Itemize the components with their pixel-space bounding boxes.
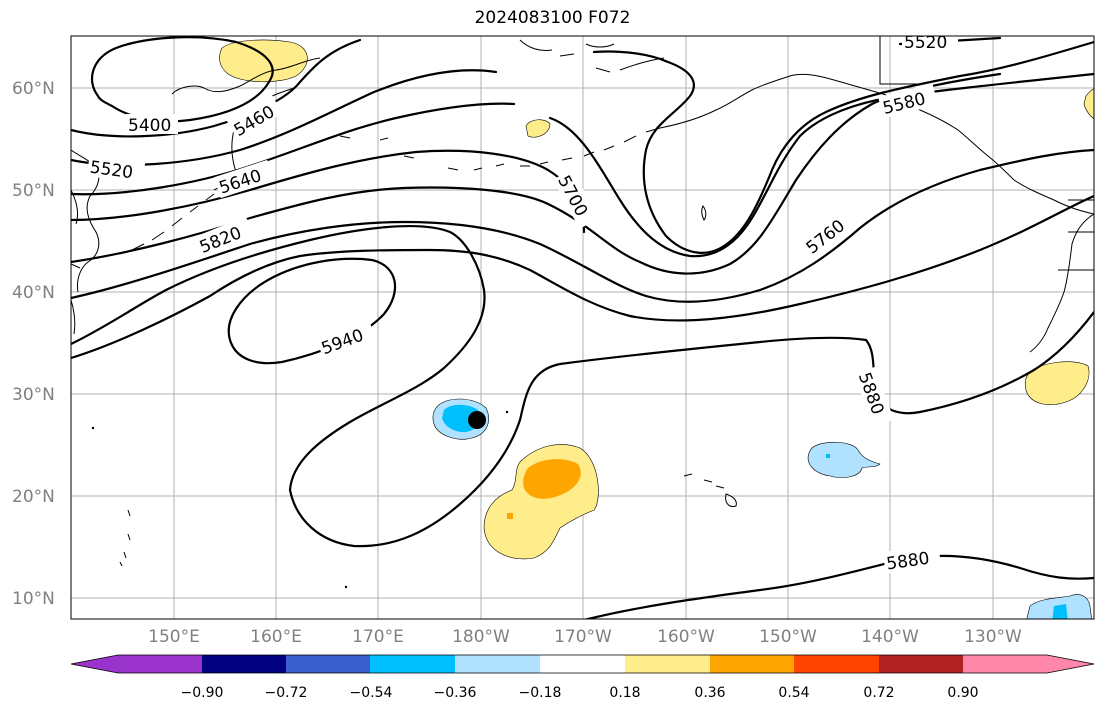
colorbar-segment-3 xyxy=(286,655,371,673)
lon-label-150e: 150°E xyxy=(148,627,200,647)
aleutian-islands xyxy=(339,127,661,171)
contour-5880-south xyxy=(583,554,1094,619)
contour-5520-west xyxy=(71,69,498,167)
lon-label-130w: 130°W xyxy=(964,627,1022,647)
lat-label-60n: 60°N xyxy=(12,79,55,99)
colorbar-tick--0.72: −0.72 xyxy=(265,685,308,701)
contour-5640 xyxy=(71,149,586,234)
colorbar-segment-4 xyxy=(370,655,456,673)
positive-anomaly-nw xyxy=(219,39,308,83)
lon-label-150w: 150°W xyxy=(759,627,817,647)
positive-anomaly-small xyxy=(525,119,551,138)
lat-label-20n: 20°N xyxy=(12,487,55,507)
colorbar-segment-10 xyxy=(879,655,964,673)
contour-5580-west xyxy=(71,102,516,196)
lat-label-40n: 40°N xyxy=(12,283,55,303)
contour-5700 xyxy=(71,72,1002,275)
lon-label-140w: 140°W xyxy=(861,627,919,647)
colorbar-tick--0.36: −0.36 xyxy=(434,685,477,701)
colorbar-tick-0.36: 0.36 xyxy=(694,685,725,701)
colorbar-tick-0.72: 0.72 xyxy=(863,685,894,701)
negative-anomaly-spot xyxy=(826,454,830,458)
colorbar-segment-9 xyxy=(794,655,880,673)
kuril-islands xyxy=(131,193,215,251)
map-title: 2024083100 F072 xyxy=(474,8,631,28)
colorbar-segment-11 xyxy=(963,655,1048,673)
canada-border xyxy=(879,36,1094,271)
contour-label-5580: 5580 xyxy=(881,89,928,119)
positive-anomaly-coast xyxy=(1083,88,1094,120)
positive-anomaly-east xyxy=(1024,361,1090,405)
colorbar-outline xyxy=(70,654,1095,674)
colorbar-segment-5 xyxy=(455,655,541,673)
lat-label-50n: 50°N xyxy=(12,181,55,201)
colorbar-segment-2 xyxy=(202,655,287,673)
lon-label-180w: 180°W xyxy=(452,627,510,647)
hawaii-islands xyxy=(683,473,737,507)
contour-5400 xyxy=(90,36,274,123)
colorbar-left-extend xyxy=(71,655,118,673)
colorbar-segment-8 xyxy=(710,655,796,673)
colorbar-tick--0.18: −0.18 xyxy=(519,685,562,701)
lat-label-30n: 30°N xyxy=(12,385,55,405)
lon-label-160e: 160°E xyxy=(250,627,302,647)
anomaly-shading xyxy=(219,39,1094,619)
colorbar-segment-1 xyxy=(118,655,203,673)
small-atoll-3 xyxy=(505,410,509,414)
marianas xyxy=(119,509,131,567)
small-atoll-2 xyxy=(344,585,348,589)
north-america-coast xyxy=(1029,213,1094,353)
bering-coast xyxy=(519,39,615,57)
strong-negative-anomaly-se xyxy=(1052,604,1068,619)
colorbar: −0.90 −0.72 −0.54 −0.36 −0.18 0.18 0.36 … xyxy=(70,654,1095,701)
lon-label-170e: 170°E xyxy=(352,627,404,647)
negative-anomaly-mid xyxy=(807,441,881,478)
japan-coast xyxy=(71,149,100,335)
colorbar-right-extend xyxy=(1047,655,1094,673)
storm-center-marker xyxy=(468,411,486,429)
colorbar-segment-6 xyxy=(540,655,626,673)
lat-label-10n: 10°N xyxy=(12,589,55,609)
small-atoll xyxy=(91,426,95,430)
colorbar-segment-7 xyxy=(625,655,711,673)
longitude-labels: 150°E 160°E 170°E 180°W 170°W 160°W 150°… xyxy=(148,627,1022,647)
map-frame xyxy=(70,35,1095,620)
strong-positive-anomaly xyxy=(523,459,581,499)
colorbar-tick--0.90: −0.90 xyxy=(181,685,224,701)
contour-5880 xyxy=(71,225,1094,548)
contour-5760 xyxy=(71,148,1094,303)
colorbar-tick-0.54: 0.54 xyxy=(778,685,809,701)
latitude-labels: 60°N 50°N 40°N 30°N 20°N 10°N xyxy=(12,79,55,609)
colorbar-tick--0.54: −0.54 xyxy=(350,685,393,701)
contour-5820 xyxy=(71,194,1094,360)
lon-label-160w: 160°W xyxy=(657,627,715,647)
strong-positive-spot xyxy=(507,513,513,519)
colorbar-tick-0.18: 0.18 xyxy=(609,685,640,701)
coastlines xyxy=(71,36,1094,589)
contour-label-5400: 5400 xyxy=(128,116,171,136)
contour-5940 xyxy=(227,257,397,365)
lon-label-170w: 170°W xyxy=(554,627,612,647)
colorbar-tick-0.90: 0.90 xyxy=(947,685,978,701)
contour-label-5520-north: 5520 xyxy=(904,33,947,53)
small-island xyxy=(701,205,707,221)
